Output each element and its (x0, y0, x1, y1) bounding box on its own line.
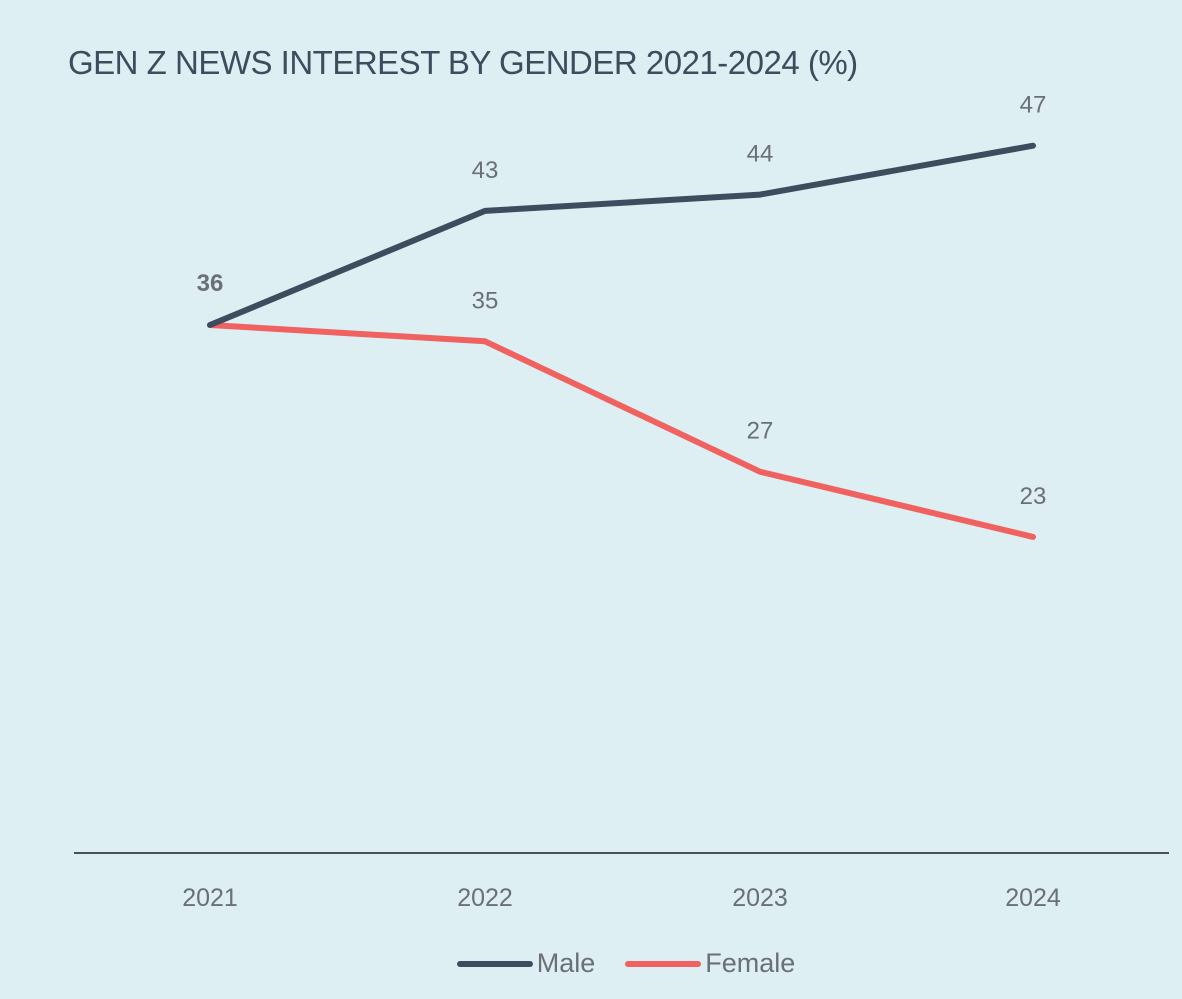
legend-swatch-male (456, 960, 533, 967)
series-line-female (207, 322, 1036, 540)
chart-legend: Male Female (0, 948, 1182, 979)
legend-item-male: Male (456, 948, 596, 979)
data-label-male-2021: 36 (197, 270, 224, 297)
data-label-female-2024: 23 (1020, 483, 1047, 510)
x-tick-label-2021: 2021 (182, 884, 238, 912)
data-label-male-2022: 43 (472, 157, 499, 184)
legend-swatch-female (625, 960, 702, 967)
legend-label-male: Male (536, 948, 596, 978)
data-label-female-2022: 35 (472, 287, 499, 314)
data-label-male-2024: 47 (1020, 92, 1047, 119)
legend-item-female: Female (625, 948, 795, 979)
x-tick-label-2023: 2023 (732, 884, 788, 912)
chart-title: GEN Z NEWS INTEREST BY GENDER 2021-2024 … (68, 44, 858, 81)
x-tick-label-2024: 2024 (1005, 884, 1061, 912)
series-line-male (207, 142, 1036, 328)
data-label-male-2023: 44 (747, 141, 774, 168)
legend-label-female: Female (705, 948, 796, 978)
data-label-female-2023: 27 (747, 418, 774, 445)
x-tick-label-2022: 2022 (457, 884, 513, 912)
